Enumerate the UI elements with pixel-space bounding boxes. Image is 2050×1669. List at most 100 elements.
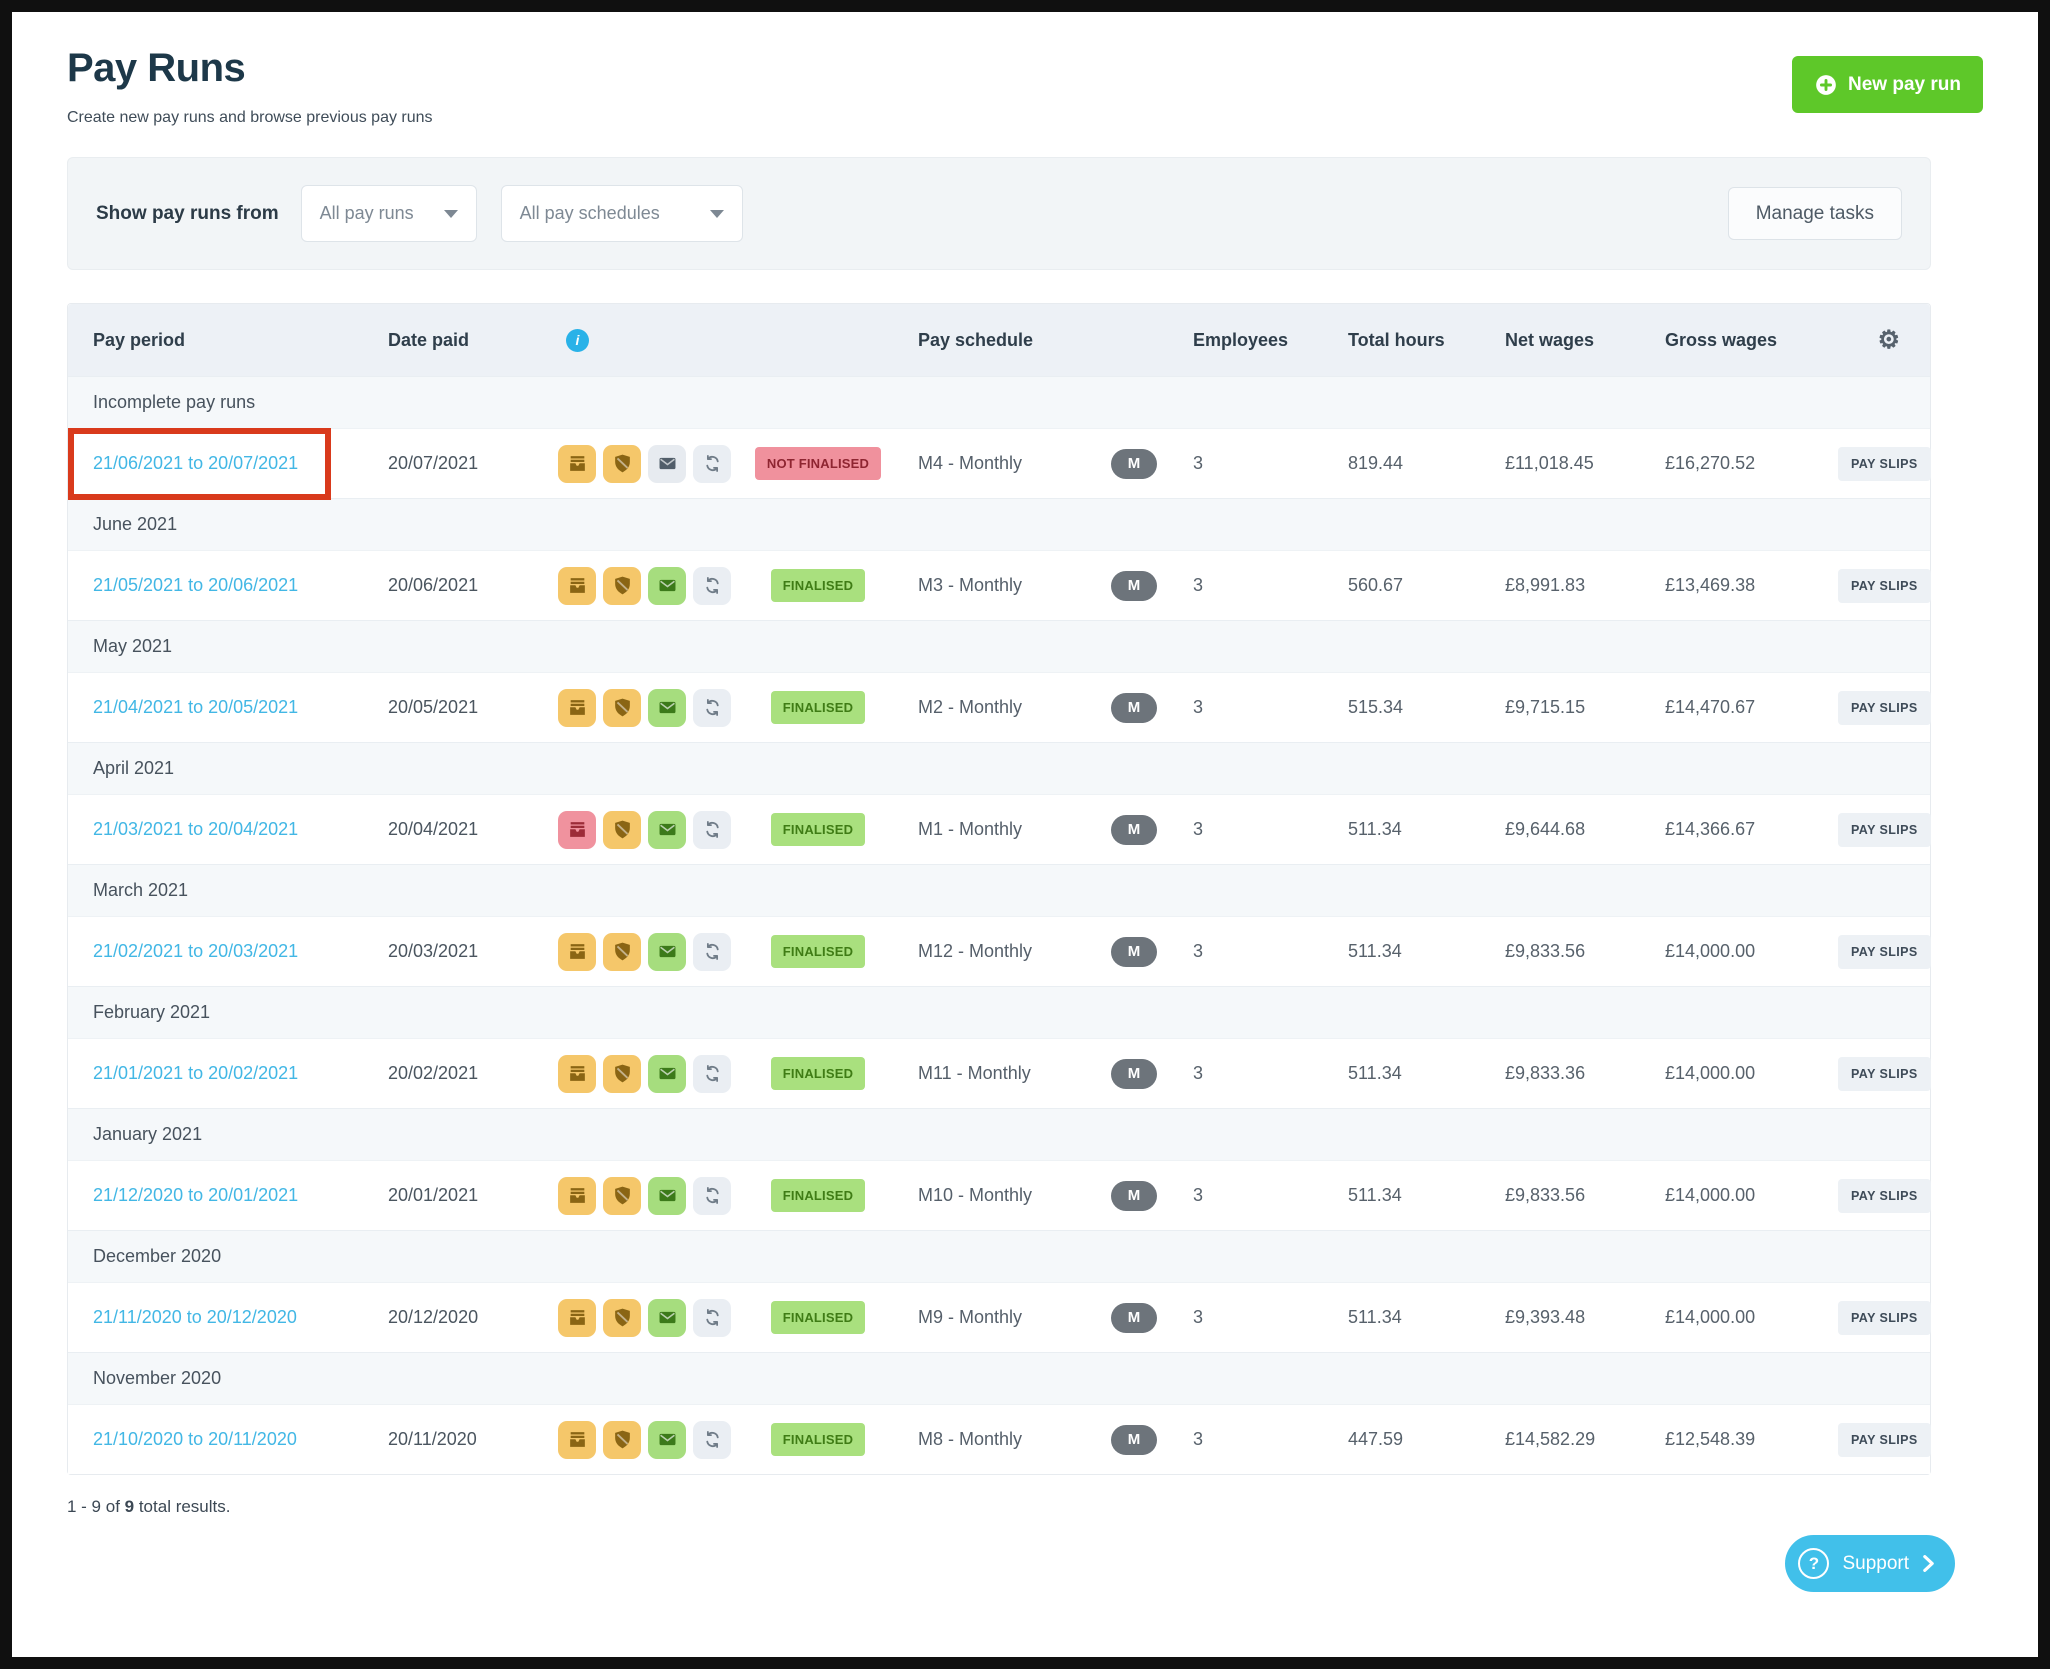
pay-period-link[interactable]: 21/04/2021 to 20/05/2021	[93, 697, 298, 717]
gross-wages-cell: £14,470.67	[1665, 697, 1838, 718]
sync-icon[interactable]	[693, 811, 731, 849]
payslips-cell: PAY SLIPS	[1838, 447, 1931, 481]
column-header-date-paid: Date paid	[388, 330, 558, 351]
employees-cell: 3	[1193, 819, 1348, 840]
date-paid-cell: 20/03/2021	[388, 941, 558, 962]
manage-tasks-button[interactable]: Manage tasks	[1728, 187, 1902, 240]
envelope-icon[interactable]	[648, 1299, 686, 1337]
new-pay-run-label: New pay run	[1848, 74, 1961, 96]
net-wages-cell: £9,644.68	[1505, 819, 1665, 840]
page-header: Pay Runs Create new pay runs and browse …	[67, 46, 1983, 127]
envelope-icon[interactable]	[648, 445, 686, 483]
pay-schedule-cell: M9 - Monthly	[918, 1307, 1111, 1328]
employees-cell: 3	[1193, 1307, 1348, 1328]
payslip-drawer-icon[interactable]	[558, 1055, 596, 1093]
chevron-right-icon	[1922, 1554, 1935, 1573]
sync-icon[interactable]	[693, 933, 731, 971]
envelope-icon[interactable]	[648, 567, 686, 605]
gear-icon[interactable]	[1878, 328, 1900, 353]
pay-run-row: 21/05/2021 to 20/06/2021 20/06/2021 FINA…	[68, 550, 1930, 620]
pay-period-link[interactable]: 21/12/2020 to 20/01/2021	[93, 1185, 298, 1205]
sync-icon[interactable]	[693, 1421, 731, 1459]
results-prefix: 1 - 9 of	[67, 1497, 125, 1516]
column-header-employees: Employees	[1193, 330, 1348, 351]
row-status-icons	[558, 567, 758, 605]
pay-slips-button[interactable]: PAY SLIPS	[1838, 813, 1931, 847]
section-label: March 2021	[93, 880, 188, 901]
section-label: November 2020	[93, 1368, 221, 1389]
section-label: December 2020	[93, 1246, 221, 1267]
payslip-drawer-icon[interactable]	[558, 689, 596, 727]
payslip-drawer-icon[interactable]	[558, 811, 596, 849]
payslip-drawer-icon[interactable]	[558, 1177, 596, 1215]
shield-icon[interactable]	[603, 1177, 641, 1215]
schedule-badge: M	[1111, 1303, 1157, 1333]
app-frame: Pay Runs Create new pay runs and browse …	[0, 0, 2050, 1669]
net-wages-cell: £11,018.45	[1505, 453, 1665, 474]
shield-icon[interactable]	[603, 689, 641, 727]
month-section-row: November 2020	[68, 1352, 1930, 1404]
envelope-icon[interactable]	[648, 1421, 686, 1459]
shield-icon[interactable]	[603, 445, 641, 483]
pay-period-link[interactable]: 21/10/2020 to 20/11/2020	[93, 1429, 297, 1449]
envelope-icon[interactable]	[648, 1055, 686, 1093]
payslip-drawer-icon[interactable]	[558, 933, 596, 971]
status-badge: FINALISED	[771, 569, 865, 602]
schedule-badge: M	[1111, 937, 1157, 967]
shield-icon[interactable]	[603, 567, 641, 605]
schedule-badge: M	[1111, 1425, 1157, 1455]
pay-period-link[interactable]: 21/06/2021 to 20/07/2021	[93, 453, 298, 473]
pay-period-link[interactable]: 21/02/2021 to 20/03/2021	[93, 941, 298, 961]
payslip-drawer-icon[interactable]	[558, 445, 596, 483]
envelope-icon[interactable]	[648, 689, 686, 727]
shield-icon[interactable]	[603, 1055, 641, 1093]
pay-runs-filter-value: All pay runs	[320, 203, 414, 224]
row-status-icons	[558, 1421, 758, 1459]
gross-wages-cell: £14,000.00	[1665, 1063, 1838, 1084]
payslip-drawer-icon[interactable]	[558, 567, 596, 605]
sync-icon[interactable]	[693, 445, 731, 483]
pay-slips-button[interactable]: PAY SLIPS	[1838, 1423, 1931, 1457]
pay-slips-button[interactable]: PAY SLIPS	[1838, 447, 1931, 481]
pay-period-link[interactable]: 21/03/2021 to 20/04/2021	[93, 819, 298, 839]
support-button[interactable]: Support	[1785, 1535, 1955, 1592]
sync-icon[interactable]	[693, 1055, 731, 1093]
sync-icon[interactable]	[693, 1299, 731, 1337]
schedule-badge-cell: M	[1111, 693, 1193, 723]
sync-icon[interactable]	[693, 567, 731, 605]
shield-icon[interactable]	[603, 811, 641, 849]
pay-period-link[interactable]: 21/05/2021 to 20/06/2021	[93, 575, 298, 595]
sync-icon[interactable]	[693, 689, 731, 727]
shield-icon[interactable]	[603, 1421, 641, 1459]
schedule-badge: M	[1111, 1059, 1157, 1089]
payslip-drawer-icon[interactable]	[558, 1421, 596, 1459]
info-icon[interactable]	[566, 329, 589, 352]
schedule-badge-cell: M	[1111, 449, 1193, 479]
total-hours-cell: 511.34	[1348, 1307, 1505, 1328]
row-status-icons	[558, 445, 758, 483]
pay-slips-button[interactable]: PAY SLIPS	[1838, 1057, 1931, 1091]
pay-slips-button[interactable]: PAY SLIPS	[1838, 1179, 1931, 1213]
pay-period-link[interactable]: 21/11/2020 to 20/12/2020	[93, 1307, 297, 1327]
schedule-badge-cell: M	[1111, 1181, 1193, 1211]
row-status-icons	[558, 811, 758, 849]
pay-schedule-cell: M10 - Monthly	[918, 1185, 1111, 1206]
payslip-drawer-icon[interactable]	[558, 1299, 596, 1337]
envelope-icon[interactable]	[648, 811, 686, 849]
shield-icon[interactable]	[603, 933, 641, 971]
envelope-icon[interactable]	[648, 933, 686, 971]
pay-slips-button[interactable]: PAY SLIPS	[1838, 569, 1931, 603]
pay-period-link[interactable]: 21/01/2021 to 20/02/2021	[93, 1063, 298, 1083]
pay-period-cell: 21/04/2021 to 20/05/2021	[68, 697, 388, 718]
pay-slips-button[interactable]: PAY SLIPS	[1838, 935, 1931, 969]
shield-icon[interactable]	[603, 1299, 641, 1337]
pay-slips-button[interactable]: PAY SLIPS	[1838, 691, 1931, 725]
pay-run-row: 21/06/2021 to 20/07/2021 20/07/2021 NOT …	[68, 428, 1930, 498]
pay-schedules-filter-dropdown[interactable]: All pay schedules	[501, 185, 743, 242]
envelope-icon[interactable]	[648, 1177, 686, 1215]
pay-runs-filter-dropdown[interactable]: All pay runs	[301, 185, 477, 242]
net-wages-cell: £9,833.56	[1505, 941, 1665, 962]
new-pay-run-button[interactable]: New pay run	[1792, 56, 1983, 113]
sync-icon[interactable]	[693, 1177, 731, 1215]
pay-slips-button[interactable]: PAY SLIPS	[1838, 1301, 1931, 1335]
